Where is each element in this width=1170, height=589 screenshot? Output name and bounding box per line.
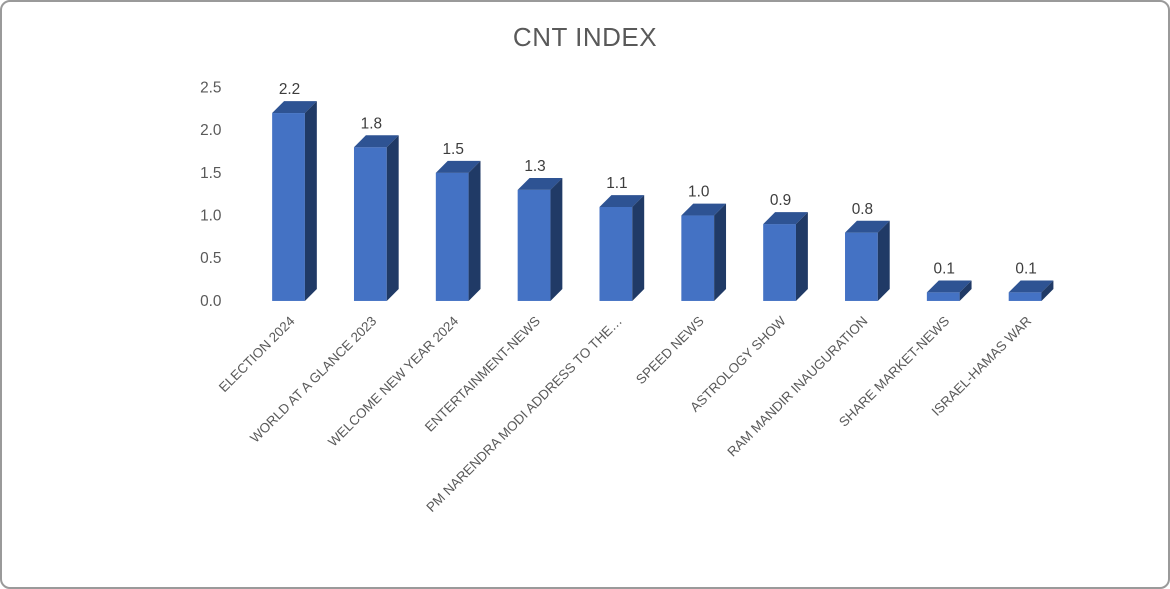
bar-side-face <box>550 177 563 301</box>
y-tick-label: 0.5 <box>200 250 221 267</box>
bar <box>517 189 551 301</box>
bar-side-face <box>468 160 481 301</box>
bar-side-face <box>795 212 808 301</box>
x-category-label: RAM MANDIR INAUGURATION <box>724 313 870 459</box>
bar-side-face <box>386 135 399 301</box>
x-category-label: SPEED NEWS <box>633 313 707 387</box>
bar-top-face <box>599 195 645 207</box>
bar <box>272 113 305 301</box>
bar-top-face <box>272 101 317 114</box>
bar-value-label: 1.1 <box>606 175 627 192</box>
bar-value-label: 2.2 <box>279 81 300 98</box>
bar-value-label: 1.8 <box>361 115 382 132</box>
bar <box>763 224 796 301</box>
bar-top-face <box>435 160 481 173</box>
bar-value-label: 0.8 <box>852 201 873 218</box>
bar-value-label: 1.3 <box>524 158 545 175</box>
y-tick-label: 2.0 <box>200 122 221 139</box>
x-category-label: ELECTION 2024 <box>216 313 298 395</box>
bar-side-face <box>959 280 972 301</box>
bar-top-face <box>681 203 727 216</box>
bar-value-label: 0.9 <box>770 192 791 209</box>
bar-value-label: 1.0 <box>688 184 709 201</box>
bar-side-face <box>632 195 645 301</box>
bar <box>599 206 633 301</box>
bar-side-face <box>304 101 317 301</box>
bar-value-label: 0.1 <box>934 261 955 278</box>
y-tick-label: 0.0 <box>200 293 221 310</box>
bar-side-face <box>1041 280 1054 301</box>
bar-top-face <box>1008 280 1054 293</box>
chart-title: CNT INDEX <box>512 22 658 52</box>
y-tick-label: 1.5 <box>200 165 221 182</box>
bar-top-face <box>517 177 563 190</box>
bar-top-face <box>845 220 890 233</box>
bar-value-label: 1.5 <box>443 141 464 158</box>
bar <box>681 215 715 301</box>
bar <box>1008 292 1042 301</box>
y-tick-label: 2.5 <box>200 79 221 96</box>
x-category-label: PM NARENDRA MODI ADDRESS TO THE… <box>423 313 625 515</box>
bar <box>435 172 469 301</box>
bar <box>353 147 387 301</box>
bar-top-face <box>353 135 399 148</box>
bar <box>926 292 960 301</box>
bar-top-face <box>926 280 972 293</box>
bar-side-face <box>714 203 727 301</box>
bar-top-face <box>763 212 808 225</box>
y-tick-label: 1.0 <box>200 208 221 225</box>
bar-value-label: 0.1 <box>1015 261 1036 278</box>
bar <box>845 232 878 301</box>
bar-side-face <box>877 220 890 301</box>
x-category-label: WELCOME NEW YEAR 2024 <box>325 313 462 450</box>
